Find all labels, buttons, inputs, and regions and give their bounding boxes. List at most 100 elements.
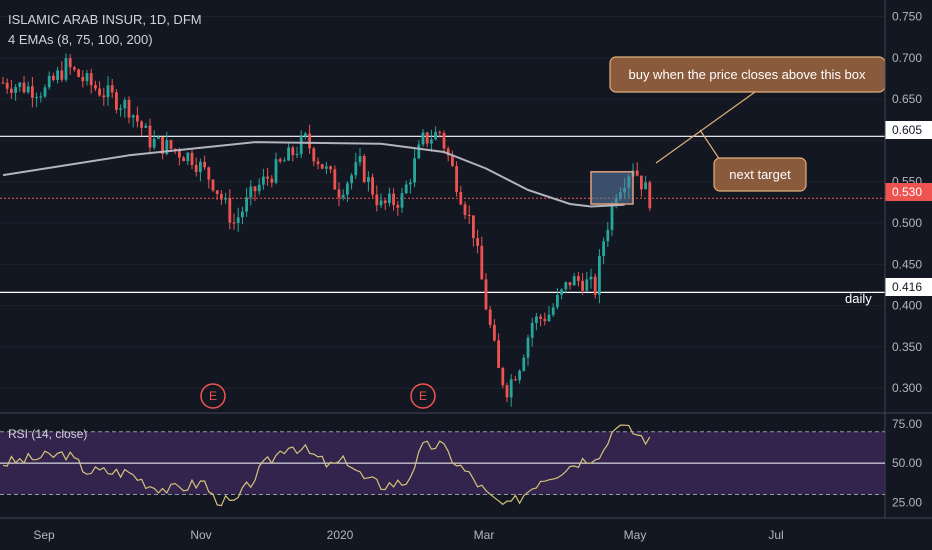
candle-body (266, 176, 269, 179)
candle-body (535, 316, 538, 323)
candle-body (136, 115, 139, 122)
candle-body (22, 82, 26, 93)
candle-body (47, 75, 51, 88)
earnings-marker-label: E (209, 389, 217, 403)
candle-body (459, 192, 463, 205)
candle-body (346, 183, 349, 195)
candle-body (593, 276, 597, 295)
buy-note-arrow (655, 91, 756, 164)
candle-body (190, 152, 194, 166)
candle-body (539, 316, 542, 319)
rsi-line (2, 424, 651, 507)
candle-body (94, 85, 97, 89)
candle-body (127, 100, 131, 118)
candle-body (270, 178, 274, 183)
candle-body (409, 182, 412, 185)
candle-body (249, 186, 253, 198)
candle-body (10, 88, 13, 93)
target-note-box (713, 157, 807, 192)
buy-box (590, 171, 634, 205)
candle-body (274, 159, 278, 183)
candle-body (396, 204, 400, 208)
buy-note-text: buy when the price closes above this box (628, 67, 866, 82)
candle-body (131, 115, 135, 118)
candle-body (472, 215, 475, 239)
candle-body (358, 155, 362, 163)
candle-body (207, 167, 211, 180)
candle-body (392, 193, 395, 205)
candle-body (329, 166, 332, 170)
candle-body (64, 58, 68, 80)
rsi-tick-label: 75.00 (892, 417, 922, 431)
price-tick-label: 0.650 (892, 92, 922, 106)
candle-body (157, 136, 160, 139)
last-price-tag-label: 0.530 (892, 185, 922, 199)
candle-body (52, 75, 55, 80)
candle-body (295, 154, 299, 156)
candle-body (115, 92, 118, 110)
candle-body (18, 82, 22, 87)
time-tick-label: Jul (768, 528, 783, 542)
time-axis: Sep Nov 2020 Mar May Jul (33, 528, 783, 542)
candle-body (589, 276, 593, 280)
candle-body (232, 222, 236, 224)
candle-body (430, 139, 433, 144)
candle-body (333, 169, 337, 190)
candle-body (564, 282, 568, 290)
candle-body (308, 133, 311, 149)
time-tick-label: Nov (190, 528, 211, 542)
candle-body (404, 184, 408, 194)
rsi-axis: 75.00 50.00 25.00 (892, 417, 922, 509)
candle-body (484, 279, 488, 310)
candle-body (165, 140, 169, 155)
candle-body (367, 177, 370, 183)
candle-body (635, 170, 639, 176)
candle-body (421, 132, 425, 145)
candle-body (476, 238, 479, 246)
grid (0, 16, 885, 389)
earnings-marker (410, 383, 436, 409)
candle-body (43, 87, 47, 97)
candle-body (522, 357, 526, 371)
candle-body (337, 189, 341, 198)
candle-body (350, 175, 353, 184)
candle-body (253, 186, 257, 192)
candle-body (283, 160, 286, 162)
candle-body (199, 161, 202, 173)
candle-body (497, 340, 500, 368)
candle-body (354, 162, 358, 176)
price-tick-label: 0.300 (892, 381, 922, 395)
candle-body (413, 158, 416, 183)
resistance-tag (885, 121, 932, 139)
candle-body (493, 324, 496, 341)
candle-body (228, 198, 232, 223)
earnings-marker (200, 383, 226, 409)
indicator-legend: 4 EMAs (8, 75, 100, 200) (8, 32, 153, 47)
price-tick-label: 0.750 (892, 10, 922, 24)
candle-body (543, 318, 547, 321)
candle-body (362, 155, 366, 183)
candle-body (551, 307, 555, 315)
candle-body (526, 337, 530, 358)
time-tick-label: Mar (474, 528, 495, 542)
candle-body (467, 215, 471, 217)
candle-body (291, 147, 295, 156)
candle-body (14, 86, 17, 93)
candle-body (56, 70, 59, 80)
timeframe-note: daily (845, 291, 872, 306)
candle-body (203, 161, 206, 168)
candle-body (572, 276, 576, 286)
candle-body (89, 73, 93, 86)
candle-body (320, 164, 324, 169)
price-tick-label: 0.500 (892, 216, 922, 230)
candle-body (455, 166, 458, 193)
candle-body (278, 159, 282, 162)
price-tick-label: 0.450 (892, 257, 922, 271)
candle-body (119, 108, 122, 110)
candle-body (102, 95, 106, 98)
candle-body (81, 77, 85, 82)
candle-body (98, 88, 101, 96)
candle-body (312, 148, 316, 162)
candle-body (316, 161, 320, 165)
